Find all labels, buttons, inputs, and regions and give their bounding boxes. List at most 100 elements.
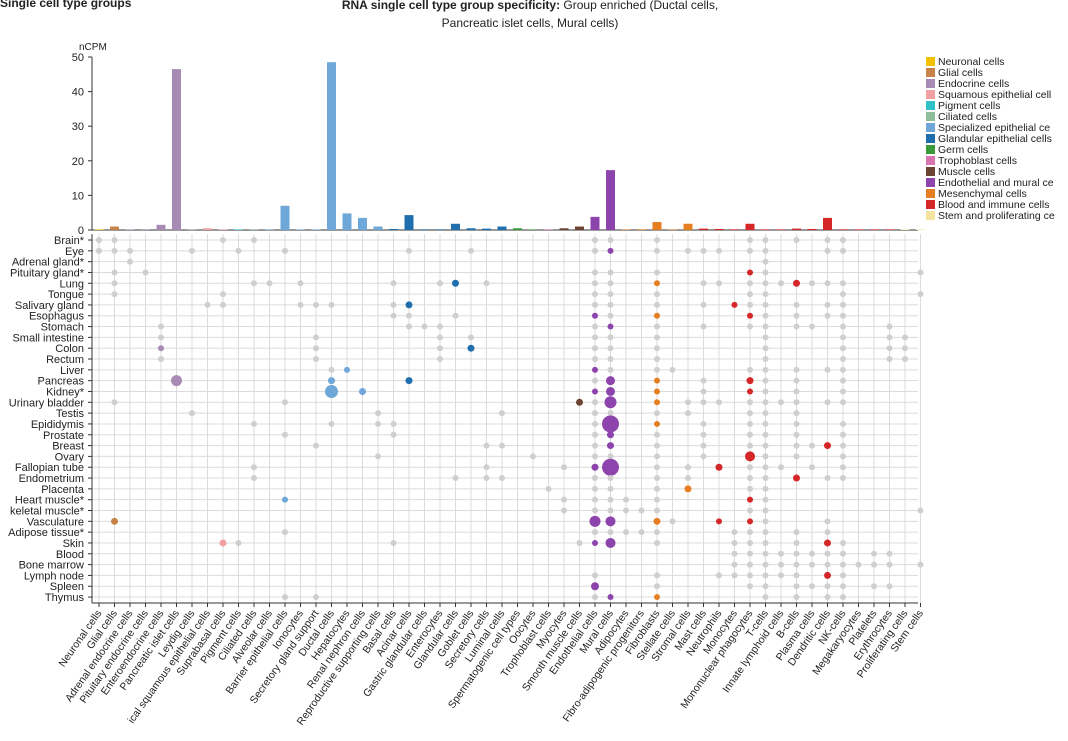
bar-secretory-gland-support-cells: [311, 229, 321, 230]
dot-fibroblasts-ovary: [654, 453, 660, 460]
dot-enterocytes-rectum: [437, 356, 443, 363]
dot-barrier-epithelial-cells-thymus: [282, 594, 288, 601]
dot-neutrophils-vasculature: [716, 518, 722, 525]
dot-mast-cells-ovary: [700, 453, 707, 460]
bar-squamous-epithelial-cells: [203, 228, 212, 230]
dot-fibroblasts-adipose-tissue: [654, 529, 660, 536]
dot-neutrophils-lung: [716, 280, 722, 287]
y-axis-label: nCPM: [79, 42, 107, 53]
dot-hepatocytes-liver: [344, 366, 350, 373]
dot-t-cells-brain: [762, 237, 769, 243]
dot-enterocytes-lung: [437, 280, 443, 287]
dot-endothelial-cells-thymus: [592, 594, 598, 601]
tissue-label-breast: Breast: [52, 441, 84, 453]
dot-ciliated-cells-lung: [251, 280, 257, 287]
dot-erythrocytes-colon: [886, 345, 893, 352]
dot-mural-cells-skin: [605, 537, 616, 548]
dot-neutrophils-urinary-bladder: [716, 399, 722, 406]
bar-stromal-cells: [683, 223, 693, 230]
dot-dendritic-cells-bone-marrow: [824, 561, 831, 568]
dot-b-cells-bone-marrow: [793, 561, 800, 568]
dot-fibroblasts-epididymis: [654, 420, 660, 427]
y-tick-label: 0: [78, 225, 84, 237]
tissue-label-stomach: Stomach: [41, 322, 84, 334]
dot-endothelial-cells-kidney: [592, 388, 598, 395]
dot-plasma-cells-breast: [809, 442, 815, 449]
dot-adipocytes-heart-muscle: [623, 496, 629, 503]
dot-neutrophils-eye: [716, 247, 722, 254]
dot-pituitary-endocrine-cells-pituitary-gland: [142, 269, 149, 276]
dot-myocytes-keletal-muscle: [561, 507, 567, 514]
dot-nk-cells-ovary: [840, 453, 846, 460]
dot-fibroblasts-liver: [654, 366, 660, 373]
dot-alveolar-cells-lung: [266, 280, 273, 287]
dot-mononuclear-phagocytes-endometrium: [747, 475, 753, 482]
dot-mononuclear-phagocytes-tongue: [747, 291, 753, 298]
dot-endothelial-cells-skin: [592, 539, 598, 546]
legend-swatch-spec: [926, 123, 935, 132]
bar-ductal-cells: [327, 62, 336, 230]
dot-stem-cells-tongue: [917, 291, 924, 298]
dot-fibroblasts-urinary-bladder: [654, 399, 660, 406]
legend-label-mes: Mesenchymal cells: [938, 188, 1027, 200]
dot-smooth-muscle-cells-urinary-bladder: [576, 398, 583, 406]
dot-acinar-cells-eye: [406, 247, 412, 254]
dot-endothelial-cells-urinary-bladder: [592, 399, 598, 406]
dot-b-cells-breast: [793, 442, 800, 449]
dot-nk-cells-blood: [840, 550, 846, 557]
bar-chart-area: 0 10 20 30 40 50: [72, 52, 925, 237]
bar-gastric-glandular-cells: [420, 229, 429, 230]
dot-acinar-cells-salivary-gland: [405, 301, 413, 309]
dot-endothelial-cells-vasculature: [589, 515, 601, 527]
bar-hepatocytes: [342, 213, 352, 230]
dot-glial-cells-eye: [111, 247, 118, 254]
dot-mononuclear-phagocytes-spleen: [747, 583, 753, 590]
dot-mural-cells-pancreas: [606, 376, 615, 386]
dot-enteroendocrine-cells-stomach: [158, 323, 164, 330]
dot-fibroblasts-endometrium: [654, 475, 660, 482]
dot-adipocytes-keletal-muscle: [623, 507, 629, 514]
dot-fibroblasts-thymus: [654, 594, 660, 601]
dot-fibroblasts-small-intestine: [654, 334, 660, 341]
dot-mononuclear-phagocytes-eye: [747, 247, 753, 254]
bar-glial-cells: [110, 226, 119, 230]
dot-ductal-cells-pancreas: [328, 377, 335, 385]
dot-nk-cells-eye: [840, 247, 846, 254]
dot-glial-cells-vasculature: [111, 517, 118, 525]
dot-mural-cells-endometrium: [607, 475, 614, 482]
dot-glial-cells-lung: [111, 280, 118, 287]
dot-dendritic-cells-breast: [824, 442, 831, 450]
dot-mononuclear-phagocytes-stomach: [747, 323, 753, 330]
dot-acinar-cells-stomach: [406, 323, 412, 330]
tissue-label-brain: Brain*: [54, 235, 85, 247]
dot-endothelial-cells-fallopian-tube: [591, 463, 599, 471]
dot-glial-cells-pituitary-gland: [111, 269, 118, 276]
tissue-label-heart-muscle: Heart muscle*: [15, 495, 85, 507]
dot-t-cells-bone-marrow: [762, 561, 769, 568]
dot-suprabasal-cells-brain: [220, 237, 226, 243]
dot-myocytes-heart-muscle: [561, 496, 567, 503]
dot-suprabasal-cells-tongue: [220, 291, 226, 298]
dot-t-cells-lung: [762, 280, 769, 287]
dot-glandular-cells-esophagus: [452, 312, 459, 319]
dot-fibro-adipogenic-progenitors-keletal-muscle: [638, 507, 645, 514]
dot-t-cells-ovary: [762, 453, 769, 460]
dot-reproductive-supporting-cells-testis: [375, 410, 381, 417]
dot-fibroblasts-placenta: [654, 485, 660, 492]
bar-barrier-epithelial-cells: [280, 205, 290, 230]
legend-label-blood: Blood and immune cells: [938, 199, 1049, 211]
dot-secretory-gland-support-cells-breast: [313, 442, 319, 449]
tissue-label-colon: Colon: [55, 343, 84, 355]
dot-t-cells-prostate: [762, 431, 769, 438]
dot-stellate-cells-liver: [669, 366, 676, 373]
dot-adrenal-endocrine-cells-eye: [127, 247, 133, 254]
tissue-label-pituitary-gland: Pituitary gland*: [10, 267, 85, 279]
bar-proliferating-cells: [900, 229, 910, 230]
tissue-label-pancreas: Pancreas: [38, 376, 85, 388]
tissue-label-adrenal-gland: Adrenal gland*: [12, 257, 85, 269]
dot-mononuclear-phagocytes-kidney: [747, 388, 753, 395]
dot-fibroblasts-colon: [654, 345, 660, 352]
dot-b-cells-thymus: [793, 594, 800, 601]
dot-fibroblasts-pancreas: [654, 377, 660, 384]
dot-mast-cells-epididymis: [700, 420, 707, 427]
